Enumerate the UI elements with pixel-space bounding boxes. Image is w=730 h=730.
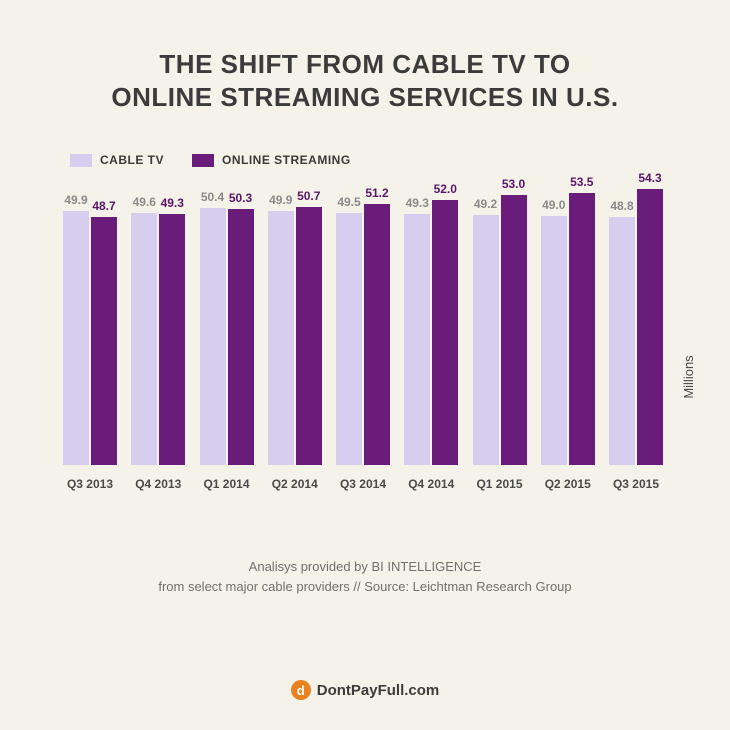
bar-group: 48.854.3: [606, 189, 666, 465]
bar: 49.9: [63, 211, 89, 465]
bar: 54.3: [637, 189, 663, 465]
bar: 50.4: [200, 208, 226, 465]
brand: d DontPayFull.com: [0, 680, 730, 700]
bar-value-label: 49.2: [474, 197, 497, 211]
bar-value-label: 48.7: [92, 199, 115, 213]
bar-group: 49.649.3: [128, 213, 188, 466]
bar: 49.6: [131, 213, 157, 466]
bar-value-label: 53.5: [570, 175, 593, 189]
footnote-line-2: from select major cable providers // Sou…: [0, 577, 730, 597]
source-footnote: Analisys provided by BI INTELLIGENCE fro…: [0, 557, 730, 596]
bar-value-label: 54.3: [638, 171, 661, 185]
bar: 49.2: [473, 215, 499, 465]
x-axis: Q3 2013 Q4 2013 Q1 2014 Q2 2014 Q3 2014 Q4 20…: [56, 477, 670, 491]
y-axis-label: Millions: [681, 355, 696, 398]
bar-group: 50.450.3: [197, 208, 257, 465]
bar: 53.5: [569, 193, 595, 465]
bar-group: 49.352.0: [401, 200, 461, 465]
bar: 50.3: [228, 209, 254, 465]
bar-group: 49.253.0: [470, 195, 530, 465]
title-line-1: THE SHIFT FROM CABLE TV TO: [0, 48, 730, 81]
x-axis-label: Q1 2015: [470, 477, 530, 491]
bar-value-label: 50.7: [297, 189, 320, 203]
brand-text: DontPayFull.com: [317, 682, 440, 699]
bar: 53.0: [501, 195, 527, 465]
bar-value-label: 49.3: [406, 196, 429, 210]
bar-value-label: 49.5: [337, 195, 360, 209]
x-axis-label: Q4 2014: [401, 477, 461, 491]
bar-group: 49.948.7: [60, 211, 120, 465]
bar: 50.7: [296, 207, 322, 465]
bar: 49.3: [159, 214, 185, 465]
bar: 52.0: [432, 200, 458, 465]
bar-value-label: 49.6: [133, 195, 156, 209]
bar-value-label: 53.0: [502, 177, 525, 191]
bar-value-label: 49.9: [269, 193, 292, 207]
bar: 49.9: [268, 211, 294, 465]
bar: 51.2: [364, 204, 390, 465]
footnote-line-1: Analisys provided by BI INTELLIGENCE: [0, 557, 730, 577]
bar-value-label: 51.2: [365, 186, 388, 200]
bar: 49.5: [336, 213, 362, 465]
legend-item-streaming: ONLINE STREAMING: [192, 153, 351, 167]
bar-value-label: 49.0: [542, 198, 565, 212]
bar-value-label: 50.3: [229, 191, 252, 205]
legend-swatch-cable: [70, 154, 92, 167]
x-axis-label: Q3 2013: [60, 477, 120, 491]
chart-title: THE SHIFT FROM CABLE TV TO ONLINE STREAM…: [0, 0, 730, 113]
brand-logo-icon: d: [291, 680, 311, 700]
bar-value-label: 48.8: [610, 199, 633, 213]
legend-swatch-streaming: [192, 154, 214, 167]
x-axis-label: Q1 2014: [197, 477, 257, 491]
bar-group: 49.551.2: [333, 204, 393, 465]
bar-group: 49.053.5: [538, 193, 598, 465]
legend-label-streaming: ONLINE STREAMING: [222, 153, 351, 167]
x-axis-label: Q2 2014: [265, 477, 325, 491]
x-axis-label: Q3 2015: [606, 477, 666, 491]
x-axis-label: Q2 2015: [538, 477, 598, 491]
bar: 48.8: [609, 217, 635, 465]
bar: 48.7: [91, 217, 117, 465]
bar-chart: 49.948.749.649.350.450.349.950.749.551.2…: [56, 185, 670, 465]
x-axis-label: Q4 2013: [128, 477, 188, 491]
chart-area: 49.948.749.649.350.450.349.950.749.551.2…: [56, 185, 670, 505]
legend: CABLE TV ONLINE STREAMING: [70, 153, 730, 167]
legend-item-cable: CABLE TV: [70, 153, 164, 167]
bar: 49.0: [541, 216, 567, 465]
title-line-2: ONLINE STREAMING SERVICES IN U.S.: [0, 81, 730, 114]
bar: 49.3: [404, 214, 430, 465]
bar-value-label: 49.3: [161, 196, 184, 210]
bar-value-label: 52.0: [434, 182, 457, 196]
bar-value-label: 49.9: [64, 193, 87, 207]
x-axis-label: Q3 2014: [333, 477, 393, 491]
legend-label-cable: CABLE TV: [100, 153, 164, 167]
bar-value-label: 50.4: [201, 190, 224, 204]
bar-group: 49.950.7: [265, 207, 325, 465]
